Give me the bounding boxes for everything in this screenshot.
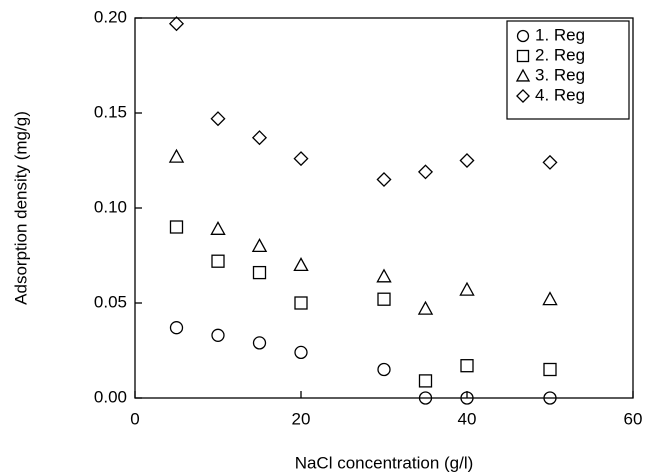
data-point (376, 171, 392, 188)
y-tick-label: 0.10 (94, 197, 127, 216)
data-point (543, 362, 557, 377)
data-point (169, 220, 184, 234)
data-point (210, 111, 226, 127)
data-point (169, 321, 184, 335)
y-tick-label: 0.20 (94, 7, 127, 26)
data-point (459, 152, 475, 169)
legend-marker (516, 29, 530, 43)
data-point (168, 16, 185, 32)
legend-marker (516, 49, 530, 63)
legend-label: 1. Reg (535, 25, 585, 44)
data-point (376, 268, 392, 283)
legend-label: 3. Reg (535, 65, 585, 84)
data-point (418, 374, 433, 388)
data-point (417, 300, 434, 315)
legend-marker (515, 68, 531, 82)
data-point (377, 292, 391, 306)
data-point (293, 257, 309, 272)
data-point (211, 328, 225, 342)
data-point (542, 154, 558, 170)
data-point (252, 336, 267, 350)
legend-label: 2. Reg (535, 45, 585, 64)
x-axis-label: NaCl concentration (g/l) (295, 453, 474, 472)
data-point (460, 359, 474, 373)
data-point (294, 296, 308, 310)
data-point (459, 281, 475, 296)
data-point (377, 362, 391, 377)
x-tick-label: 20 (292, 409, 311, 428)
data-point (210, 220, 226, 235)
data-point (211, 254, 225, 268)
data-point (293, 151, 309, 167)
y-tick-label: 0.00 (94, 387, 127, 406)
data-point (417, 164, 434, 180)
x-tick-label: 0 (130, 409, 139, 428)
data-point (294, 345, 308, 360)
data-point (252, 265, 267, 280)
y-tick-label: 0.05 (94, 292, 127, 311)
legend-marker (516, 89, 530, 103)
y-axis-label: Adsorption density (mg/g) (11, 111, 30, 305)
data-point (460, 391, 474, 405)
x-tick-label: 40 (458, 409, 477, 428)
data-point (542, 291, 558, 306)
data-point (251, 238, 268, 253)
legend-label: 4. Reg (535, 85, 585, 104)
legend-box (506, 20, 630, 120)
data-point (168, 148, 185, 163)
data-point (418, 391, 433, 405)
data-point (251, 130, 268, 146)
data-point (543, 391, 557, 405)
y-tick-label: 0.15 (94, 102, 127, 121)
x-tick-label: 60 (624, 409, 643, 428)
